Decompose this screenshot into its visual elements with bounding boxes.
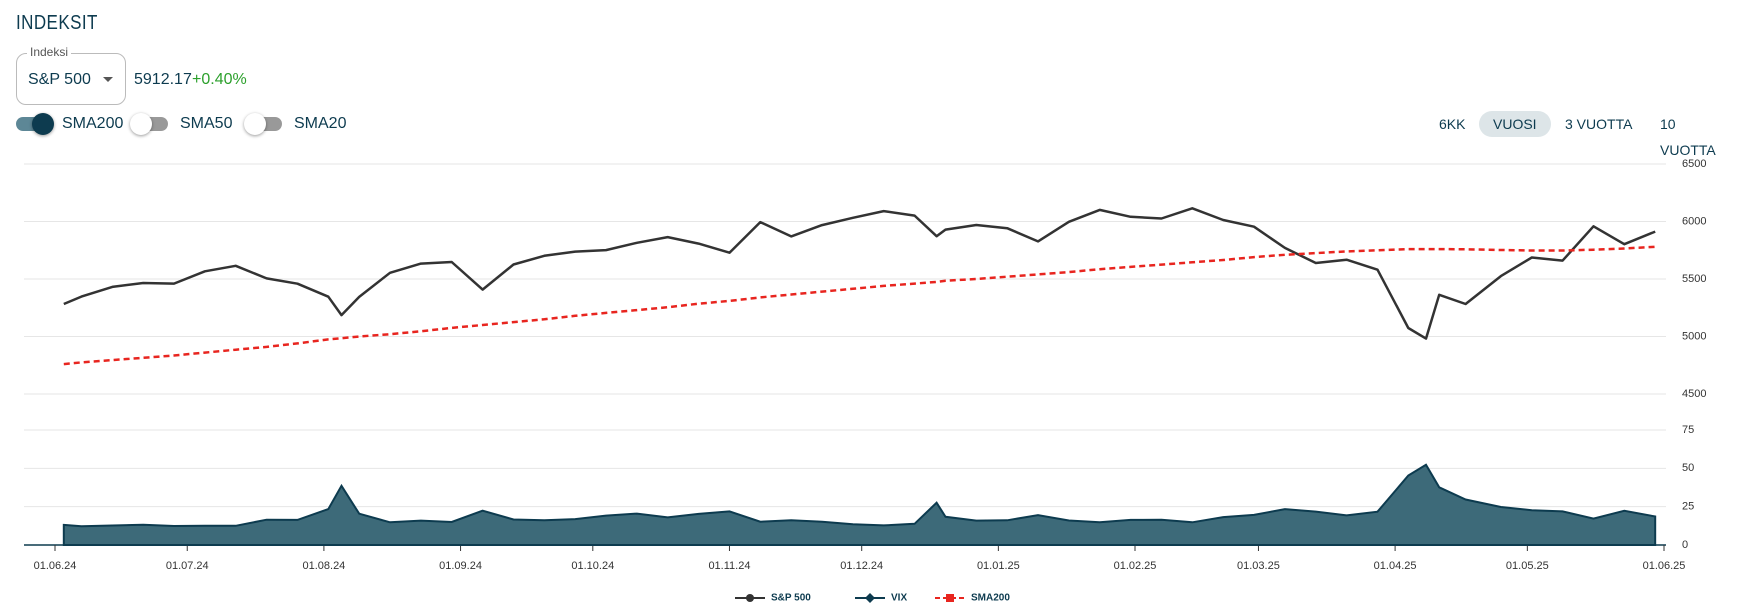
- toggle-knob: [244, 113, 266, 135]
- legend-item[interactable]: S&P 500: [735, 593, 811, 604]
- toggle-track: [130, 113, 168, 135]
- toggle-track: [244, 113, 282, 135]
- toggle-knob: [32, 113, 54, 135]
- index-select[interactable]: Indeksi S&P 500: [16, 45, 126, 105]
- select-value: S&P 500: [28, 71, 91, 88]
- period-button[interactable]: 10 VUOTTA: [1660, 116, 1716, 158]
- x-tick-label: 01.01.25: [977, 560, 1020, 572]
- x-tick-label: 01.09.24: [439, 560, 482, 572]
- legend-marker: [946, 594, 954, 602]
- period-button[interactable]: 3 VUOTTA: [1565, 116, 1633, 132]
- sma-toggle[interactable]: SMA50: [130, 112, 233, 136]
- legend-label: S&P 500: [771, 593, 811, 604]
- sma-toggle[interactable]: SMA200: [16, 112, 123, 136]
- line: [63, 245, 1656, 366]
- x-tick-label: 01.06.24: [34, 560, 77, 572]
- legend-label: SMA200: [971, 593, 1010, 604]
- y2-tick-label: 25: [1682, 501, 1694, 513]
- legend-item[interactable]: SMA200: [935, 593, 1010, 604]
- legend-item[interactable]: VIX: [855, 593, 907, 604]
- select-label: Indeksi: [27, 45, 72, 59]
- price: 5912.17: [134, 71, 192, 88]
- x-tick-label: 01.08.24: [302, 560, 345, 572]
- y-tick-label: 4500: [1682, 388, 1706, 400]
- y-tick-label: 6000: [1682, 215, 1706, 227]
- toggle-track: [16, 113, 54, 135]
- change: +0.40%: [192, 71, 247, 88]
- x-tick-label: 01.04.25: [1374, 560, 1417, 572]
- toggle-label: SMA200: [62, 115, 124, 132]
- legend-marker: [865, 593, 875, 603]
- x-tick-label: 01.03.25: [1237, 560, 1280, 572]
- period-button[interactable]: VUOSI: [1479, 111, 1551, 137]
- sma-toggle[interactable]: SMA20: [244, 112, 347, 136]
- y2-tick-label: 50: [1682, 462, 1694, 474]
- y-tick-label: 5000: [1682, 330, 1706, 342]
- y2-tick-label: 75: [1682, 424, 1694, 436]
- x-tick-label: 01.05.25: [1506, 560, 1549, 572]
- area: [62, 463, 1657, 546]
- y-tick-label: 5500: [1682, 273, 1706, 285]
- x-tick-label: 01.02.25: [1114, 560, 1157, 572]
- toggle-knob: [130, 113, 152, 135]
- page-title: INDEKSIT: [16, 12, 98, 34]
- x-tick-label: 01.06.25: [1643, 560, 1686, 572]
- period-button[interactable]: 6KK: [1439, 116, 1466, 132]
- y2-tick-label: 0: [1682, 539, 1688, 551]
- legend-label: VIX: [891, 593, 907, 604]
- select-arrow: [103, 77, 113, 82]
- toggle-label: SMA50: [180, 115, 233, 132]
- x-tick-label: 01.11.24: [708, 560, 750, 572]
- legend-marker: [746, 594, 754, 602]
- x-tick-label: 01.07.24: [166, 560, 209, 572]
- toggle-label: SMA20: [294, 115, 347, 132]
- x-tick-label: 01.12.24: [840, 560, 883, 572]
- x-tick-label: 01.10.24: [571, 560, 614, 572]
- line: [63, 207, 1656, 340]
